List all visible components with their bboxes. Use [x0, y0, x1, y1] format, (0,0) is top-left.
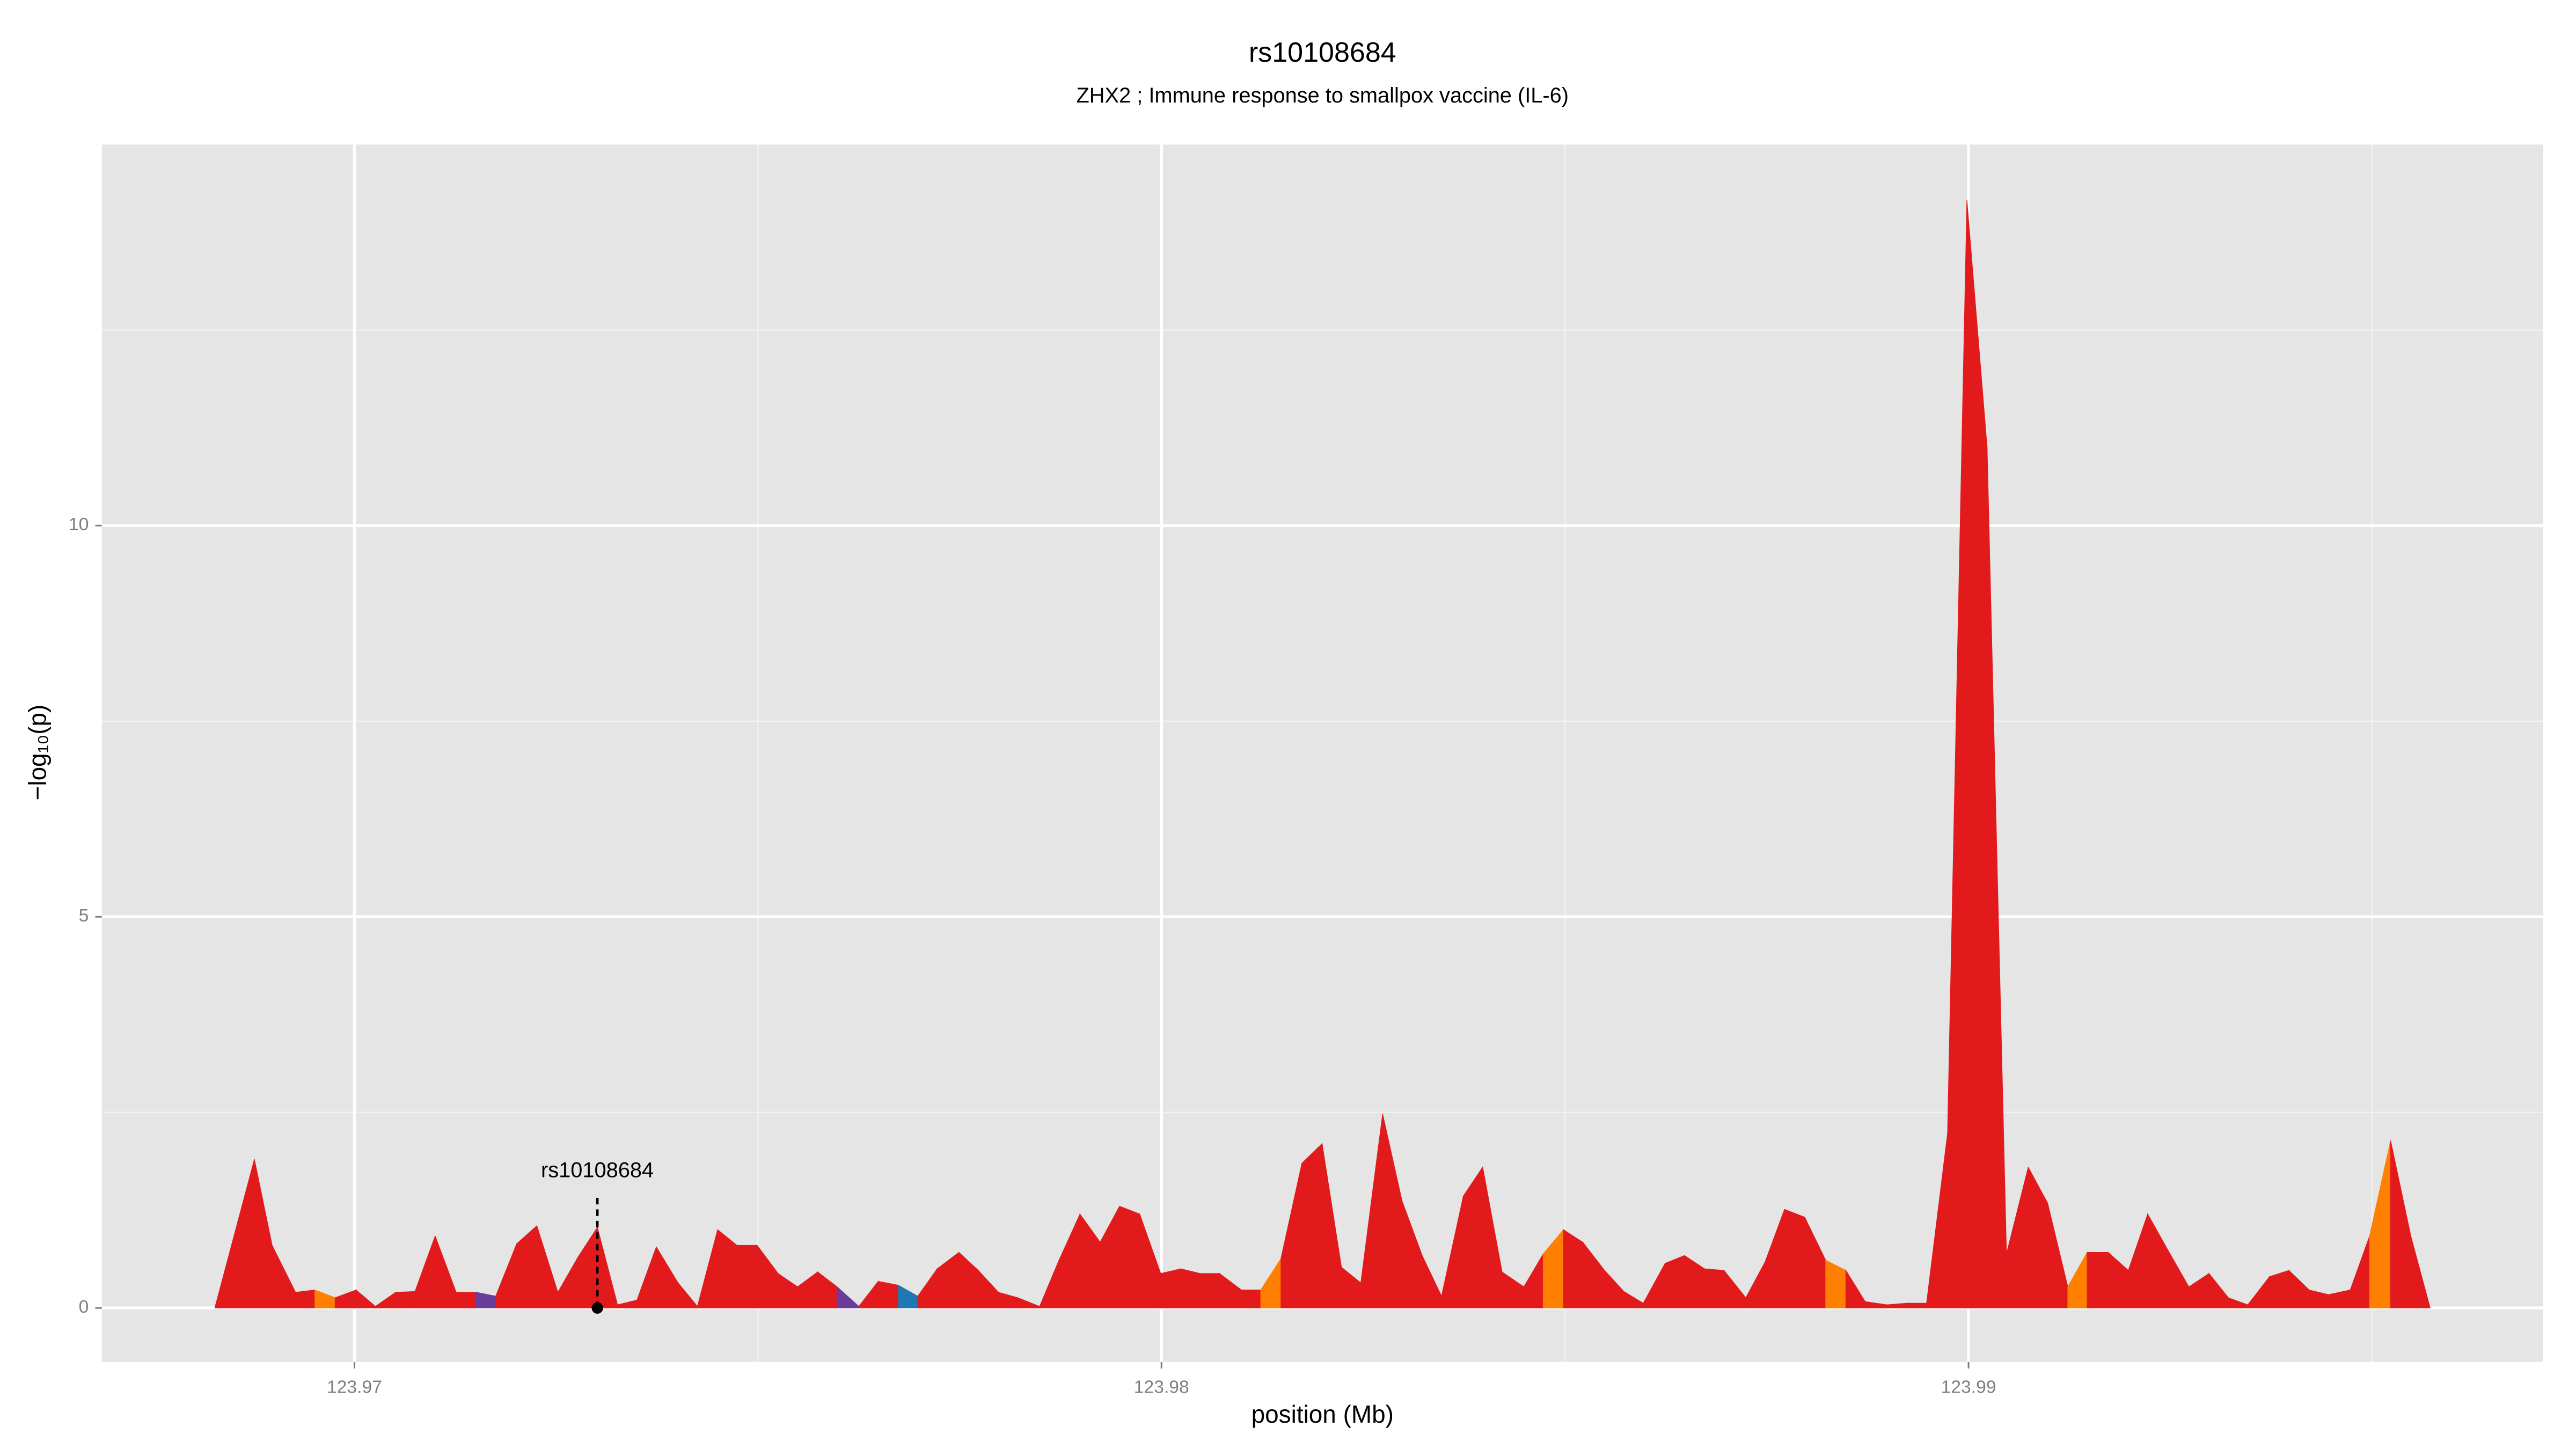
area-segment: [736, 1245, 758, 1308]
area-segment: [2269, 1270, 2289, 1308]
area-segment: [1301, 1143, 1323, 1308]
area-segment: [1241, 1290, 1261, 1308]
y-tick-label: 5: [79, 906, 89, 926]
plot-area: [101, 144, 2543, 1362]
area-segment: [1704, 1268, 1725, 1308]
x-tick-label: 123.99: [1941, 1378, 1996, 1397]
y-tick-label: 0: [79, 1297, 89, 1317]
area-segment: [2087, 1252, 2109, 1308]
area-segment: [1180, 1268, 1201, 1308]
x-axis-label: position (Mb): [1252, 1400, 1394, 1428]
area-segment: [1199, 1273, 1220, 1308]
area-segment: [1563, 1229, 1583, 1308]
annotation-point: [591, 1302, 603, 1314]
area-segment: [1119, 1205, 1140, 1308]
area-segment: [456, 1292, 477, 1308]
area-segment: [1160, 1268, 1181, 1308]
area-segment: [1784, 1209, 1805, 1308]
area-segment: [295, 1289, 316, 1308]
chart-title: rs10108684: [1249, 37, 1396, 68]
y-axis-label: −log₁₀(p): [24, 705, 52, 801]
y-tick-label: 10: [69, 515, 89, 535]
x-tick-label: 123.98: [1134, 1378, 1189, 1397]
area-segment: [877, 1280, 899, 1308]
x-tick-label: 123.97: [327, 1378, 382, 1397]
area-segment: [395, 1291, 415, 1308]
annotation-label: rs10108684: [541, 1159, 654, 1182]
chart-subtitle: ZHX2 ; Immune response to smallpox vacci…: [1077, 84, 1569, 107]
area-segment: [2410, 1235, 2431, 1308]
area-segment: [1665, 1255, 1685, 1308]
area-segment: [1906, 1302, 1927, 1308]
